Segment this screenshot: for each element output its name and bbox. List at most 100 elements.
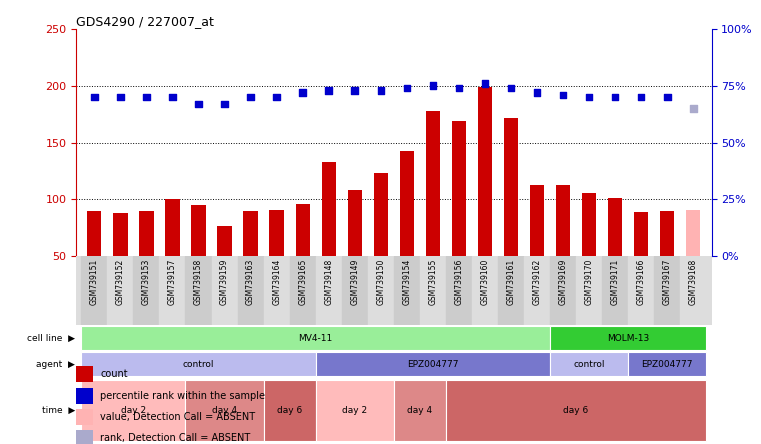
- Bar: [186, 380, 263, 441]
- Text: GSM739171: GSM739171: [610, 258, 619, 305]
- Text: agent  ▶: agent ▶: [36, 360, 75, 369]
- Bar: [628, 256, 654, 325]
- Text: GSM739167: GSM739167: [663, 258, 672, 305]
- Text: value, Detection Call = ABSENT: value, Detection Call = ABSENT: [100, 412, 256, 422]
- Point: [140, 94, 152, 101]
- Point: [687, 105, 699, 112]
- Text: GSM739158: GSM739158: [194, 258, 203, 305]
- Text: count: count: [100, 369, 128, 379]
- Text: GSM739151: GSM739151: [90, 258, 99, 305]
- Text: day 4: day 4: [212, 406, 237, 415]
- Text: GSM739164: GSM739164: [272, 258, 281, 305]
- Bar: [400, 151, 414, 313]
- Point: [531, 89, 543, 96]
- Bar: [550, 353, 628, 377]
- Bar: [76, 430, 93, 444]
- Bar: [374, 173, 388, 313]
- Bar: [394, 380, 446, 441]
- Bar: [654, 256, 680, 325]
- Text: day 6: day 6: [277, 406, 302, 415]
- Point: [427, 82, 439, 89]
- Text: GSM739166: GSM739166: [637, 258, 646, 305]
- Text: MOLM-13: MOLM-13: [607, 334, 649, 343]
- Bar: [81, 256, 107, 325]
- Text: GSM739150: GSM739150: [376, 258, 385, 305]
- Bar: [608, 198, 622, 313]
- Point: [271, 94, 283, 101]
- Point: [557, 91, 569, 99]
- Point: [323, 87, 335, 94]
- Bar: [76, 388, 93, 404]
- Bar: [81, 353, 316, 377]
- Text: day 2: day 2: [121, 406, 146, 415]
- Text: GSM739148: GSM739148: [324, 258, 333, 305]
- Bar: [452, 121, 466, 313]
- Text: GSM739170: GSM739170: [584, 258, 594, 305]
- Text: GSM739157: GSM739157: [168, 258, 177, 305]
- Text: day 4: day 4: [407, 406, 432, 415]
- Bar: [76, 409, 93, 425]
- Bar: [680, 256, 706, 325]
- Point: [88, 94, 100, 101]
- Bar: [191, 205, 205, 313]
- Point: [583, 94, 595, 101]
- Point: [244, 94, 256, 101]
- Bar: [582, 193, 597, 313]
- Bar: [290, 256, 316, 325]
- Point: [661, 94, 673, 101]
- Text: MV4-11: MV4-11: [298, 334, 333, 343]
- Bar: [186, 256, 212, 325]
- Text: percentile rank within the sample: percentile rank within the sample: [100, 391, 266, 401]
- Bar: [160, 256, 186, 325]
- Text: GDS4290 / 227007_at: GDS4290 / 227007_at: [76, 15, 214, 28]
- Point: [401, 84, 413, 91]
- Bar: [165, 199, 180, 313]
- Text: GSM739154: GSM739154: [403, 258, 412, 305]
- Bar: [556, 185, 570, 313]
- Bar: [368, 256, 394, 325]
- Bar: [686, 210, 700, 313]
- Text: GSM739160: GSM739160: [480, 258, 489, 305]
- Text: time  ▶: time ▶: [42, 406, 75, 415]
- Bar: [576, 256, 602, 325]
- Bar: [237, 256, 263, 325]
- Point: [635, 94, 648, 101]
- Bar: [322, 162, 336, 313]
- Text: day 6: day 6: [563, 406, 589, 415]
- Point: [374, 87, 387, 94]
- Bar: [81, 326, 550, 350]
- Bar: [498, 256, 524, 325]
- Point: [218, 100, 231, 107]
- Bar: [133, 256, 160, 325]
- Bar: [550, 326, 706, 350]
- Text: GSM739169: GSM739169: [559, 258, 568, 305]
- Text: GSM739153: GSM739153: [142, 258, 151, 305]
- Bar: [602, 256, 628, 325]
- Point: [114, 94, 126, 101]
- Bar: [634, 212, 648, 313]
- Text: GSM739165: GSM739165: [298, 258, 307, 305]
- Bar: [212, 256, 237, 325]
- Bar: [530, 185, 544, 313]
- Point: [167, 94, 179, 101]
- Bar: [218, 226, 231, 313]
- Bar: [472, 256, 498, 325]
- Bar: [316, 353, 550, 377]
- Bar: [139, 211, 154, 313]
- Text: GSM739162: GSM739162: [533, 258, 542, 305]
- Bar: [348, 190, 362, 313]
- Bar: [316, 380, 394, 441]
- Text: GSM739149: GSM739149: [350, 258, 359, 305]
- Bar: [394, 256, 420, 325]
- Text: GSM739161: GSM739161: [507, 258, 515, 305]
- Point: [479, 80, 491, 87]
- Bar: [316, 256, 342, 325]
- Bar: [446, 256, 472, 325]
- Text: GSM739156: GSM739156: [454, 258, 463, 305]
- Text: GSM739155: GSM739155: [428, 258, 438, 305]
- Point: [193, 100, 205, 107]
- Bar: [628, 353, 706, 377]
- Text: GSM739163: GSM739163: [246, 258, 255, 305]
- Bar: [478, 87, 492, 313]
- Point: [349, 87, 361, 94]
